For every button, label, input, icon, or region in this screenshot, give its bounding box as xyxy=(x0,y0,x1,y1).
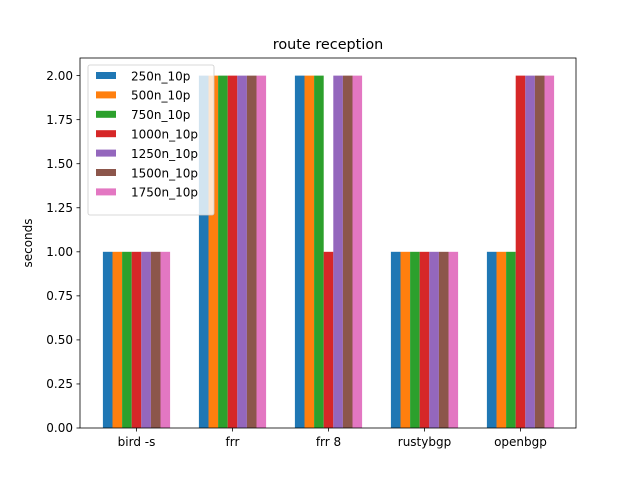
bar-1500n_10p-frr xyxy=(246,75,257,429)
x-tick-label: rustybgp xyxy=(398,435,451,449)
legend-swatch xyxy=(96,72,116,79)
bar-1750n_10p-bird--s xyxy=(160,251,171,428)
bar-250n_10p-rustybgp xyxy=(390,251,401,428)
y-tick-label: 0.25 xyxy=(46,377,73,391)
x-tick-label: openbgp xyxy=(494,435,547,449)
y-tick-label: 1.75 xyxy=(46,113,73,127)
legend-label: 750n_10p xyxy=(131,108,190,122)
bar-500n_10p-frr xyxy=(208,75,219,429)
bar-750n_10p-bird--s xyxy=(122,251,132,428)
bar-500n_10p-rustybgp xyxy=(400,251,411,428)
y-tick-label: 2.00 xyxy=(46,69,73,83)
bar-1000n_10p-bird--s xyxy=(131,251,142,428)
y-tick-label: 1.25 xyxy=(46,201,73,215)
bar-1750n_10p-openbgp xyxy=(544,75,555,429)
y-tick-label: 1.00 xyxy=(46,245,73,259)
bar-1500n_10p-bird--s xyxy=(150,251,161,428)
x-tick-label: frr 8 xyxy=(316,435,341,449)
legend-label: 1000n_10p xyxy=(131,128,198,142)
bar-750n_10p-rustybgp xyxy=(410,251,420,428)
plot-frame xyxy=(79,57,577,429)
bar-500n_10p-openbgp xyxy=(496,251,507,428)
bar-250n_10p-openbgp xyxy=(486,251,497,428)
bar-1250n_10p-frr xyxy=(237,75,247,429)
x-axis: bird -s frr frr 8 rustybgp openbgp xyxy=(118,428,547,449)
bar-1500n_10p-frr-8 xyxy=(342,75,353,429)
bar-750n_10p-openbgp xyxy=(506,251,516,428)
legend-label: 1750n_10p xyxy=(131,186,198,200)
legend-swatch xyxy=(96,149,116,157)
legend-swatch xyxy=(96,188,116,196)
legend-box xyxy=(87,64,215,216)
legend-swatch xyxy=(96,110,116,118)
bar-1000n_10p-openbgp xyxy=(515,75,526,429)
bars-group xyxy=(102,75,555,429)
legend-label: 250n_10p xyxy=(131,69,190,83)
x-tick-label: bird -s xyxy=(118,435,156,449)
bar-750n_10p-frr-8 xyxy=(314,75,324,429)
legend-swatch xyxy=(96,130,116,138)
legend-label: 500n_10p xyxy=(131,89,190,103)
legend-swatch xyxy=(96,91,116,99)
y-axis: 0.00 0.25 0.50 0.75 1.00 1.25 1.50 1.75 2.00 xyxy=(46,69,80,435)
legend-label: 1500n_10p xyxy=(131,166,198,180)
bar-1000n_10p-frr-8 xyxy=(323,251,334,428)
bar-1250n_10p-bird--s xyxy=(141,251,151,428)
bar-500n_10p-bird--s xyxy=(112,251,123,428)
bar-1000n_10p-rustybgp xyxy=(419,251,430,428)
bar-500n_10p-frr-8 xyxy=(304,75,315,429)
bar-1750n_10p-frr-8 xyxy=(352,75,363,429)
legend-swatch xyxy=(96,169,116,176)
y-tick-label: 0.75 xyxy=(46,289,73,303)
y-tick-label: 1.50 xyxy=(46,157,73,171)
bar-1250n_10p-openbgp xyxy=(525,75,535,429)
bar-1500n_10p-rustybgp xyxy=(438,251,449,428)
bar-250n_10p-frr xyxy=(198,75,209,429)
chart-title: route reception xyxy=(273,37,384,53)
y-tick-label: 0.50 xyxy=(46,333,73,347)
y-axis-label: seconds xyxy=(21,218,35,267)
bar-1250n_10p-frr-8 xyxy=(333,75,343,429)
bar-250n_10p-frr-8 xyxy=(294,75,305,429)
bar-1000n_10p-frr xyxy=(227,75,238,429)
bar-1750n_10p-rustybgp xyxy=(448,251,459,428)
bar-250n_10p-bird--s xyxy=(102,251,113,428)
y-tick-label: 0.00 xyxy=(46,421,73,435)
legend-label: 1250n_10p xyxy=(131,147,198,161)
legend: 250n_10p 500n_10p 750n_10p 1000n_10p 1250n_1… xyxy=(87,64,215,216)
bar-1250n_10p-rustybgp xyxy=(429,251,439,428)
bar-1500n_10p-openbgp xyxy=(534,75,545,429)
x-tick-label: frr xyxy=(226,435,240,449)
bar-1750n_10p-frr xyxy=(256,75,267,429)
bar-750n_10p-frr xyxy=(218,75,228,429)
